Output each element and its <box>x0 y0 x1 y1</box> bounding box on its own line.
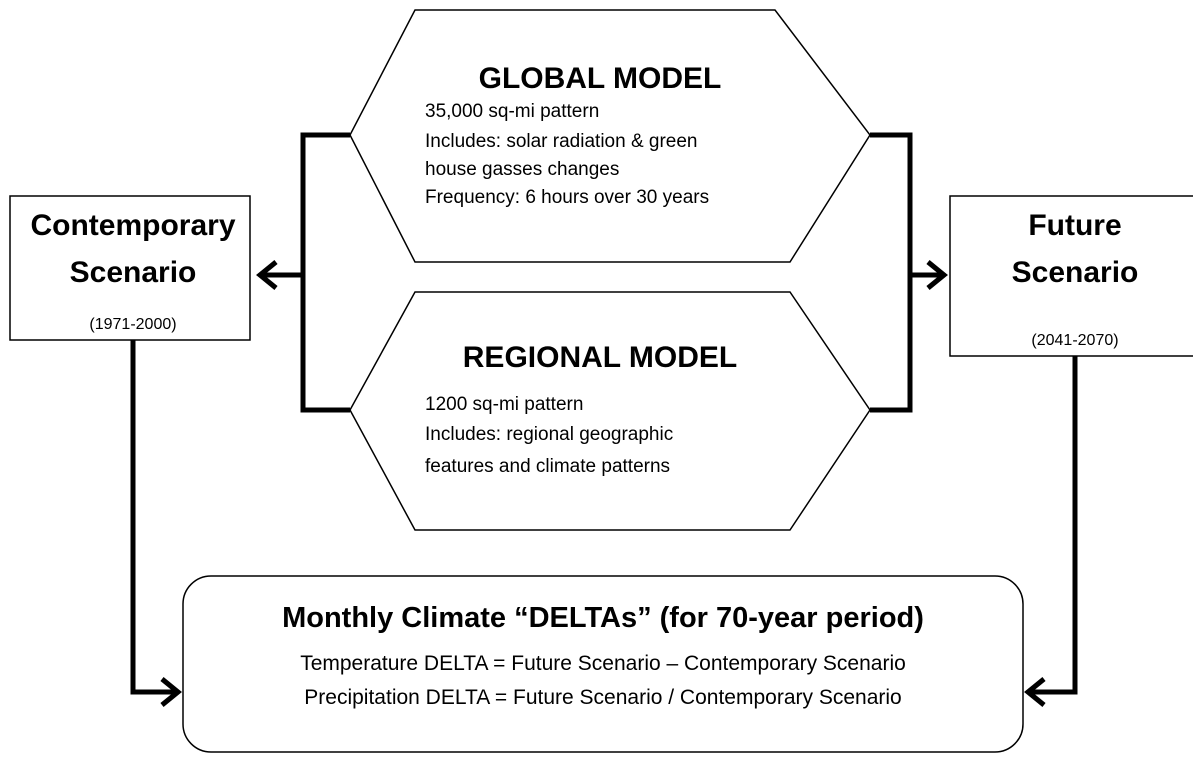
contemporary-box <box>9 195 251 341</box>
delta-box <box>182 575 1024 753</box>
future-period: (2041-2070) <box>1031 332 1118 349</box>
global-line: Includes: solar radiation & green <box>425 131 698 152</box>
arrow-head <box>1024 677 1046 707</box>
global-title: GLOBAL MODEL <box>479 62 722 95</box>
delta-line: Precipitation DELTA = Future Scenario / … <box>304 686 901 709</box>
left-bracket <box>300 132 350 413</box>
future-title: Future <box>1028 209 1121 242</box>
contemporary-title: Contemporary <box>30 209 235 242</box>
future-title: Scenario <box>1012 256 1139 289</box>
regional-line: Includes: regional geographic <box>425 424 673 445</box>
left-down-connector <box>130 340 176 695</box>
delta-line: Temperature DELTA = Future Scenario – Co… <box>300 652 906 675</box>
global-line: house gasses changes <box>425 159 619 180</box>
arrow-head <box>256 260 278 290</box>
right-bracket <box>870 132 913 413</box>
global-line: 35,000 sq-mi pattern <box>425 101 599 122</box>
delta-title: Monthly Climate “DELTAs” (for 70-year pe… <box>282 602 924 634</box>
regional-line: 1200 sq-mi pattern <box>425 394 583 415</box>
arrow-head <box>160 677 182 707</box>
global-line: Frequency: 6 hours over 30 years <box>425 187 709 208</box>
contemporary-period: (1971-2000) <box>89 316 176 333</box>
arrow-head <box>926 260 948 290</box>
regional-line: features and climate patterns <box>425 456 670 477</box>
regional-title: REGIONAL MODEL <box>463 341 737 374</box>
contemporary-title: Scenario <box>70 256 197 289</box>
right-down-connector <box>1030 356 1078 695</box>
